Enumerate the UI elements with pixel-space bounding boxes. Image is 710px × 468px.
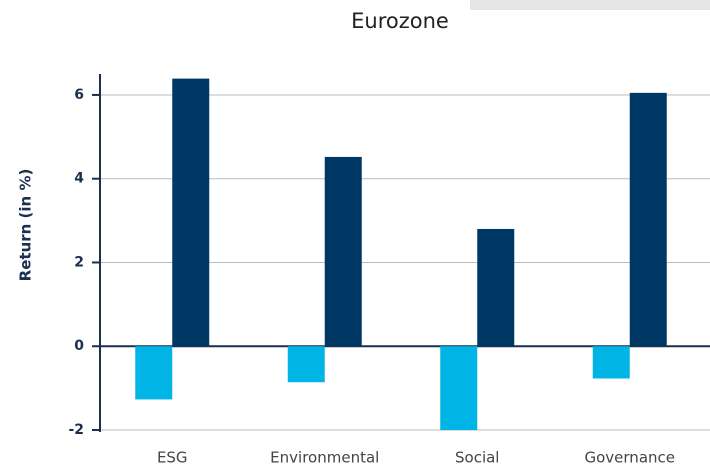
x-tick-label: Governance <box>585 449 676 467</box>
y-tick-label: 4 <box>74 171 84 187</box>
bar <box>440 346 478 430</box>
y-tick-label: 0 <box>74 338 84 354</box>
bar <box>172 78 210 347</box>
bar <box>287 346 325 383</box>
header-bar <box>470 0 710 10</box>
x-tick-label: Environmental <box>270 449 379 467</box>
x-tick-label: ESG <box>157 449 188 467</box>
bar <box>477 228 515 347</box>
x-tick-label: Social <box>455 449 499 467</box>
chart-title: Eurozone <box>351 9 449 33</box>
bar <box>135 346 173 400</box>
bar <box>629 92 667 347</box>
bar <box>592 346 630 379</box>
y-tick-label: 2 <box>74 254 84 270</box>
y-tick-label: -2 <box>68 422 84 438</box>
bar <box>324 156 362 347</box>
y-axis-label: Return (in %) <box>17 169 35 282</box>
y-tick-label: 6 <box>74 87 84 103</box>
